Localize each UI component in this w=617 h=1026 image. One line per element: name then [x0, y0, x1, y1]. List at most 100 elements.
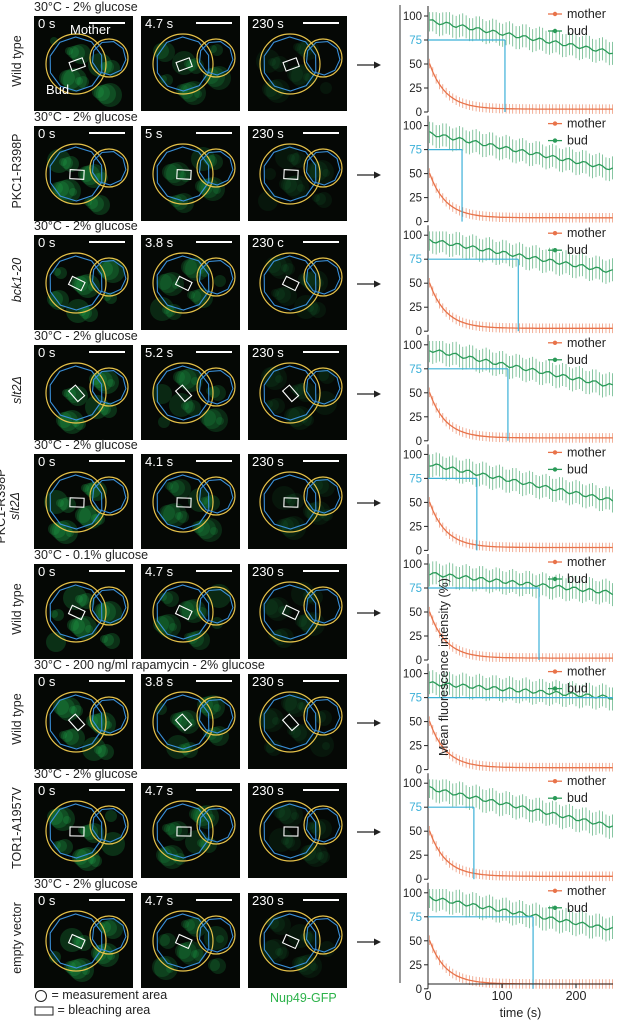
legend-label: bud: [567, 462, 588, 476]
time-stamp: 230 s: [252, 673, 284, 689]
microscopy-panel: 0 s: [34, 564, 133, 659]
cell-image: [259, 800, 343, 868]
microscopy-panel: 5.2 s: [141, 344, 240, 440]
time-stamp: 4.7 s: [145, 892, 174, 908]
y-tick-label: 100: [403, 888, 422, 900]
cell-image: [256, 33, 343, 103]
scale-bar: [303, 241, 339, 244]
y-tick-label: 0: [416, 984, 422, 996]
y-tick-label: 0: [416, 107, 422, 119]
legend-label: mother: [567, 226, 606, 240]
microscopy-panel: 230 s: [248, 783, 347, 879]
legend-swatch-marker: [552, 121, 558, 126]
y-tick-label: 25: [409, 412, 422, 424]
legend-swatch-marker: [552, 559, 558, 565]
arrow-icon: [357, 61, 381, 69]
microscopy-panel: 4.7 s: [141, 16, 240, 111]
arrow-icon: [357, 499, 381, 507]
time-stamp: 230 s: [252, 454, 284, 470]
microscopy-panel: 4.7 s: [141, 783, 240, 879]
time-stamp: 5 s: [145, 125, 163, 141]
microscopy-panel: 230 s: [248, 344, 347, 440]
y-tick-label: 100: [403, 778, 422, 790]
time-stamp: 4.7 s: [145, 564, 174, 579]
legend-label: mother: [567, 555, 606, 569]
scale-bar: [89, 460, 125, 463]
y-tick-label: 25: [409, 631, 422, 643]
microscopy-panel: 0 s: [34, 344, 133, 440]
bud-label: Bud: [46, 82, 70, 97]
condition-label: 30°C - 2% glucose: [34, 0, 138, 14]
mother-series-line: [428, 939, 613, 985]
scale-bar: [196, 241, 232, 244]
cell-image: [259, 252, 343, 320]
y-tick-label: 75: [409, 583, 422, 595]
time-stamp: 0 s: [38, 235, 56, 251]
condition-label: 30°C - 0.1% glucose: [34, 548, 149, 562]
fluorescence-chart: 0 25 50 75 100 mother bud: [403, 773, 613, 886]
condition-label: 30°C - 2% glucose: [34, 109, 138, 124]
cell-image: [45, 910, 129, 982]
arrow-icon: [357, 280, 381, 288]
y-tick-label: 50: [409, 936, 422, 948]
scale-bar: [89, 789, 125, 792]
microscopy-panel: 0 s: [34, 454, 133, 550]
legend-swatch-marker: [552, 340, 558, 345]
microscopy-panel: 230 s: [248, 564, 347, 659]
scale-bar: [303, 350, 339, 353]
time-stamp: 0 s: [38, 892, 56, 908]
time-stamp: 230 s: [252, 16, 284, 31]
time-stamp: 4.7 s: [145, 783, 174, 799]
cell-image: [258, 142, 343, 211]
y-tick-label: 25: [409, 960, 422, 972]
time-stamp: 230 s: [252, 564, 284, 579]
y-tick-label: 100: [403, 11, 422, 23]
microscopy-panel: 230 s: [248, 454, 347, 550]
scale-bar: [89, 241, 125, 244]
microscopy-panel: 0 s: [34, 783, 133, 879]
legend-label: mother: [567, 665, 606, 679]
fluorescence-chart: 0 25 50 75 100 mother bud: [403, 444, 614, 557]
y-tick-label: 25: [409, 193, 422, 205]
condition-label: 30°C - 2% glucose: [34, 767, 138, 782]
mother-series-line: [428, 830, 613, 877]
x-tick-label: 0: [425, 989, 432, 1003]
microscopy-panel: 3.8 s: [141, 235, 240, 331]
cell-image: [259, 910, 343, 978]
scale-bar: [196, 460, 232, 463]
microscopy-panel: 0 s: [34, 673, 133, 769]
y-tick-label: 75: [409, 145, 422, 157]
cell-image: [152, 471, 236, 543]
cell-image: [152, 910, 236, 980]
time-stamp: 0 s: [38, 564, 56, 579]
microscopy-panel: 4.1 s: [141, 454, 240, 550]
y-tick-label: 50: [409, 497, 422, 509]
microscopy-panel: 0 s: [34, 125, 133, 221]
fluorescence-chart: 0 25 50 75 100 mother bud: [403, 6, 613, 119]
cell-image: [45, 581, 129, 652]
legend-swatch-marker: [552, 28, 558, 34]
scale-bar: [196, 350, 232, 353]
legend-swatch-marker: [552, 450, 558, 455]
fluorescence-chart: 0 25 50 75 100 mother bud: [403, 225, 613, 338]
legend-label: bud: [567, 134, 588, 148]
legend-swatch-marker: [552, 779, 558, 784]
legend-swatch-marker: [552, 231, 558, 236]
x-axis-label: time (s): [500, 1006, 542, 1020]
legend-measurement-label: = measurement area: [51, 988, 168, 1002]
time-stamp: 0 s: [38, 783, 56, 799]
y-tick-label: 0: [416, 655, 422, 667]
y-tick-label: 0: [416, 545, 422, 557]
scale-bar: [196, 570, 232, 572]
cell-image: [44, 471, 129, 545]
microscopy-panel: 230 s: [248, 673, 347, 769]
mother-label: Mother: [70, 22, 111, 37]
scale-bar: [303, 789, 339, 792]
y-tick-label: 75: [409, 364, 422, 376]
time-stamp: 230 s: [252, 892, 284, 908]
scale-bar: [196, 898, 232, 901]
microscopy-panel: 3.8 s: [141, 673, 240, 769]
arrow-icon: [357, 609, 381, 617]
y-tick-label: 100: [403, 449, 422, 461]
